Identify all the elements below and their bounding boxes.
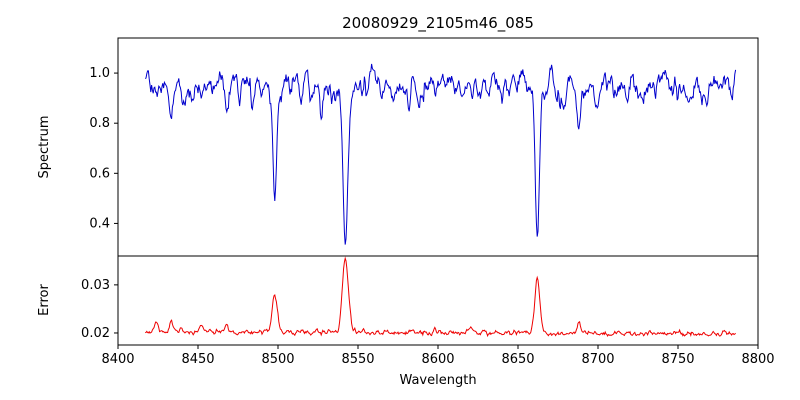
x-tick-label: 8700	[581, 352, 614, 367]
x-tick-label: 8450	[181, 352, 214, 367]
spectrum-y-tick-label: 0.6	[89, 166, 110, 181]
spectrum-y-axis-label: Spectrum	[37, 116, 52, 179]
spectrum-y-tick-label: 0.8	[89, 116, 110, 131]
x-tick-label: 8550	[341, 352, 374, 367]
error-line	[145, 256, 736, 338]
error-y-axis-label: Error	[37, 284, 52, 316]
spectrum-y-ticks: 0.4 0.6 0.8 1.0	[89, 66, 118, 231]
x-tick-label: 8800	[741, 352, 774, 367]
spectrum-line	[144, 63, 737, 245]
spectrum-y-tick-label: 1.0	[89, 66, 110, 81]
x-tick-label: 8750	[661, 352, 694, 367]
x-tick-label: 8650	[501, 352, 534, 367]
x-axis-label: Wavelength	[399, 373, 476, 388]
x-tick-label: 8400	[101, 352, 134, 367]
error-y-tick-label: 0.03	[81, 278, 110, 293]
error-y-ticks: 0.02 0.03	[81, 278, 118, 341]
x-tick-label: 8500	[261, 352, 294, 367]
spectrum-panel-border	[117, 37, 759, 257]
error-y-tick-label: 0.02	[81, 326, 110, 341]
x-tick-label: 8600	[421, 352, 454, 367]
x-axis-ticks: 8400 8450 8500 8550 8600 8650 8700 8750 8800	[101, 345, 775, 367]
chart-title: 20080929_2105m46_085	[342, 14, 534, 33]
spectrum-y-tick-label: 0.4	[89, 216, 110, 231]
